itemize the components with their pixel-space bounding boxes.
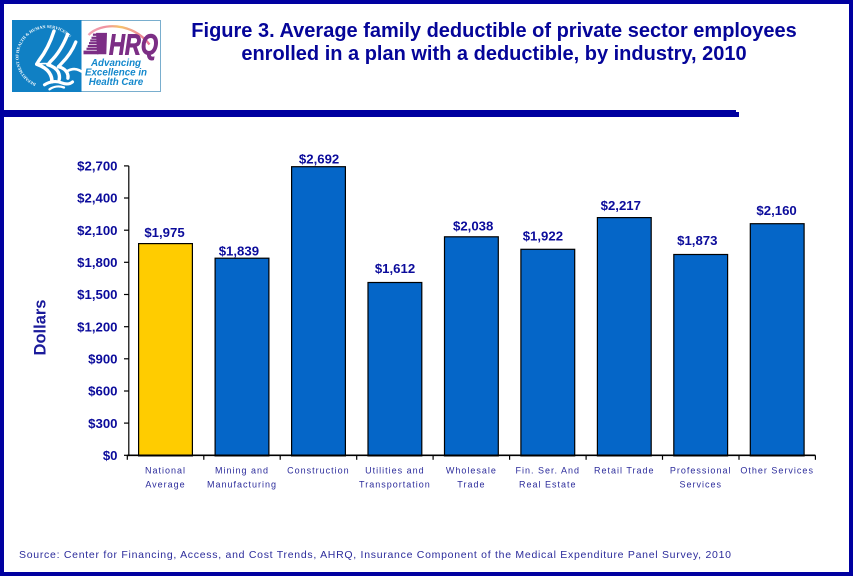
svg-text:Services: Services <box>679 479 722 489</box>
svg-text:$1,200: $1,200 <box>77 319 117 334</box>
svg-text:Manufacturing: Manufacturing <box>207 479 277 489</box>
svg-text:$1,612: $1,612 <box>375 261 415 276</box>
svg-text:$2,160: $2,160 <box>756 203 796 218</box>
svg-text:$2,700: $2,700 <box>77 159 117 174</box>
svg-text:$1,500: $1,500 <box>77 287 117 302</box>
svg-text:National: National <box>145 466 186 476</box>
svg-text:HRQ: HRQ <box>109 29 158 61</box>
svg-text:Wholesale: Wholesale <box>446 466 497 476</box>
svg-text:Transportation: Transportation <box>359 479 431 489</box>
svg-text:$1,922: $1,922 <box>523 228 563 243</box>
svg-text:Retail Trade: Retail Trade <box>594 466 655 476</box>
svg-text:$2,217: $2,217 <box>601 198 641 213</box>
svg-text:Professional: Professional <box>670 466 732 476</box>
svg-text:$2,400: $2,400 <box>77 191 117 206</box>
svg-text:$1,873: $1,873 <box>677 233 717 248</box>
svg-text:$2,692: $2,692 <box>299 152 339 167</box>
svg-text:Trade: Trade <box>457 479 485 489</box>
svg-text:Health Care: Health Care <box>89 77 144 88</box>
svg-text:$2,038: $2,038 <box>453 218 493 233</box>
svg-text:$300: $300 <box>88 416 117 431</box>
svg-text:Fin. Ser. And: Fin. Ser. And <box>516 466 581 476</box>
svg-text:$600: $600 <box>88 384 117 399</box>
svg-text:Mining and: Mining and <box>215 466 269 476</box>
svg-text:$0: $0 <box>103 448 118 463</box>
svg-text:Utilities and: Utilities and <box>365 466 425 476</box>
svg-text:Advancing: Advancing <box>90 58 141 69</box>
svg-text:Average: Average <box>145 479 185 489</box>
svg-text:$900: $900 <box>88 352 117 367</box>
svg-text:$1,975: $1,975 <box>144 225 184 240</box>
svg-text:Excellence in: Excellence in <box>85 68 147 79</box>
svg-text:Real Estate: Real Estate <box>519 479 577 489</box>
svg-text:Other Services: Other Services <box>740 466 814 476</box>
svg-text:$2,100: $2,100 <box>77 223 117 238</box>
svg-text:$1,800: $1,800 <box>77 255 117 270</box>
svg-text:Construction: Construction <box>287 466 350 476</box>
svg-text:$1,839: $1,839 <box>219 243 259 258</box>
